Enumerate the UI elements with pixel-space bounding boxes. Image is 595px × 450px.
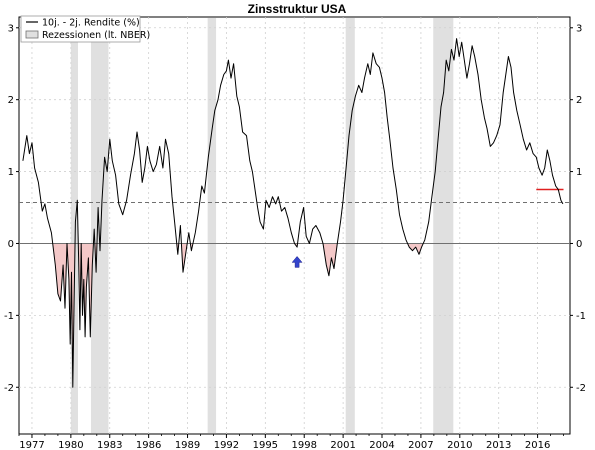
y-tick-label-right: -1	[576, 311, 586, 322]
y-tick-label-right: 0	[576, 239, 582, 250]
legend-recession-swatch	[25, 30, 39, 39]
chart-title: Zinsstruktur USA	[248, 2, 347, 16]
legend-label-yield: 10j. - 2j. Rendite (%)	[42, 18, 140, 29]
y-tick-label-right: -2	[576, 383, 586, 394]
y-tick-label-left: 2	[8, 95, 14, 106]
y-tick-label-right: 1	[576, 167, 582, 178]
x-tick-label: 1980	[58, 440, 83, 450]
x-tick-label: 2004	[369, 440, 394, 450]
recession-band	[70, 18, 78, 433]
x-tick-label: 2016	[525, 440, 550, 450]
recession-band	[207, 18, 217, 433]
recession-band	[433, 18, 454, 433]
y-axis-ticks: -2 -2 -1 -1 0 0 1 1 2 2 3 3	[4, 23, 586, 393]
arrow-up-marker	[291, 256, 303, 268]
x-tick-label: 1986	[136, 440, 161, 450]
y-tick-label-left: -1	[4, 311, 14, 322]
x-tick-label: 2001	[330, 440, 355, 450]
recession-band	[345, 18, 355, 433]
x-tick-label: 2007	[408, 440, 433, 450]
plot-area	[18, 16, 571, 435]
legend-box	[20, 15, 141, 43]
x-tick-label: 2010	[447, 440, 472, 450]
x-tick-label: 1977	[19, 440, 44, 450]
x-tick-label: 2013	[486, 440, 511, 450]
series-line	[22, 38, 564, 388]
x-tick-label: 1983	[97, 440, 122, 450]
legend: 10j. - 2j. Rendite (%) Rezessionen (lt. …	[20, 15, 150, 43]
y-tick-label-left: 1	[8, 167, 14, 178]
y-tick-label-right: 3	[576, 23, 582, 34]
plot-frame	[18, 16, 571, 435]
annotations	[291, 256, 303, 268]
negative-area	[52, 243, 424, 388]
recession-band	[90, 18, 109, 433]
series-lines	[22, 38, 564, 388]
recession-bands	[70, 18, 454, 433]
x-axis-ticks: 1977 1980 1983 1986 1989 1992 1995 1998 2001 2004…	[18, 434, 564, 450]
x-tick-label: 1989	[175, 440, 200, 450]
y-tick-label-right: 2	[576, 95, 582, 106]
negative-spread-fill	[52, 243, 424, 388]
y-tick-label-left: -2	[4, 383, 14, 394]
x-tick-label: 1992	[214, 440, 239, 450]
x-tick-label: 1998	[291, 440, 316, 450]
x-tick-label: 1995	[253, 440, 278, 450]
legend-label-recession: Rezessionen (lt. NBER)	[42, 30, 150, 41]
y-tick-label-left: 3	[8, 23, 14, 34]
y-tick-label-left: 0	[8, 239, 14, 250]
